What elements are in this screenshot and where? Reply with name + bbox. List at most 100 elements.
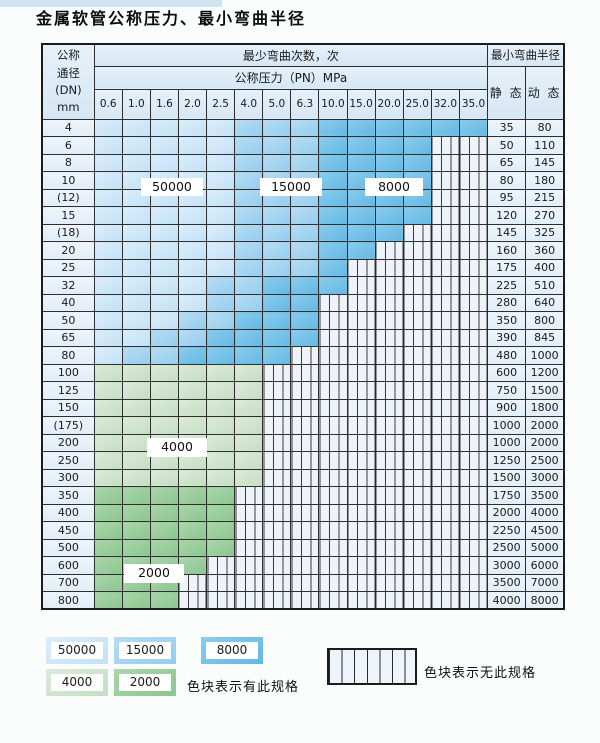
cell-(18)-0.6 xyxy=(93,223,123,242)
cell-6-4.0 xyxy=(234,136,264,155)
cell-15-6.3 xyxy=(290,206,320,225)
cell-300-0.6 xyxy=(93,468,123,487)
min-bend-radius-header: 最小弯曲半径 xyxy=(487,43,565,67)
cell-32-1.6 xyxy=(149,276,179,295)
cell-15-4.0 xyxy=(234,206,264,225)
cell-100-0.6 xyxy=(93,363,123,382)
cell-40-2.5 xyxy=(206,293,236,312)
cell-100-5.0 xyxy=(262,363,292,382)
cell-400-10.0 xyxy=(318,503,348,522)
cell-80-15.0 xyxy=(346,346,376,365)
dynamic-value-600: 6000 xyxy=(525,556,565,575)
row-dn-300: 300 1500 3000 xyxy=(41,468,565,487)
cell-25-1.0 xyxy=(121,258,151,277)
dn-label-20: 20 xyxy=(41,241,95,260)
cell-100-2.0 xyxy=(177,363,208,382)
cell-125-1.6 xyxy=(149,381,179,400)
cell-65-25.0 xyxy=(402,328,432,347)
min-bend-cycles-header: 最少弯曲次数，次 xyxy=(93,43,489,67)
cell-350-2.5 xyxy=(206,486,236,505)
cell-6-15.0 xyxy=(346,136,376,155)
row-dn-400: 400 2000 4000 xyxy=(41,503,565,522)
dynamic-value-700: 7000 xyxy=(525,573,565,592)
cell-300-2.0 xyxy=(177,468,208,487)
cell-50-35.0 xyxy=(458,311,489,330)
cell-250-0.6 xyxy=(93,451,123,470)
cell-150-2.5 xyxy=(206,398,236,417)
cell-400-15.0 xyxy=(346,503,376,522)
legend-value-2000: 2000 xyxy=(119,674,171,691)
row-dn-500: 500 2500 5000 xyxy=(41,538,565,557)
static-column-header: 静 态 xyxy=(487,65,527,120)
cell-300-5.0 xyxy=(262,468,292,487)
cell-400-5.0 xyxy=(262,503,292,522)
cell-500-35.0 xyxy=(458,538,489,557)
dn-label-50: 50 xyxy=(41,311,95,330)
cell-250-25.0 xyxy=(402,451,432,470)
cell-20-5.0 xyxy=(262,241,292,260)
cell-800-1.6 xyxy=(149,591,179,610)
cell-25-4.0 xyxy=(234,258,264,277)
cell-200-6.3 xyxy=(290,433,320,452)
cell-100-1.0 xyxy=(121,363,151,382)
cell-40-35.0 xyxy=(458,293,489,312)
dynamic-value-40: 640 xyxy=(525,293,565,312)
cell-(175)-32.0 xyxy=(430,416,460,435)
dn-label-6: 6 xyxy=(41,136,95,155)
cell-300-1.6 xyxy=(149,468,179,487)
dynamic-value-4: 80 xyxy=(525,118,565,137)
cell-25-32.0 xyxy=(430,258,460,277)
cell-15-10.0 xyxy=(318,206,348,225)
cell-800-0.6 xyxy=(93,591,123,610)
cell-(12)-0.6 xyxy=(93,188,123,207)
cell-(175)-2.5 xyxy=(206,416,236,435)
dynamic-value-450: 4500 xyxy=(525,521,565,540)
cell-700-6.3 xyxy=(290,573,320,592)
legend-swatch-2000: 2000 xyxy=(114,669,176,696)
cell-800-5.0 xyxy=(262,591,292,610)
cycles-label-8000: 8000 xyxy=(365,178,423,196)
row-dn-80: 80 480 1000 xyxy=(41,346,565,365)
cell-250-20.0 xyxy=(374,451,404,470)
cell-700-32.0 xyxy=(430,573,460,592)
cell-50-32.0 xyxy=(430,311,460,330)
cell-32-25.0 xyxy=(402,276,432,295)
static-value-(175): 1000 xyxy=(487,416,527,435)
static-value-(18): 145 xyxy=(487,223,527,242)
row-dn-50: 50 350 800 xyxy=(41,311,565,330)
cell-(18)-2.0 xyxy=(177,223,208,242)
cell-65-2.5 xyxy=(206,328,236,347)
cell-300-10.0 xyxy=(318,468,348,487)
dynamic-value-800: 8000 xyxy=(525,591,565,610)
static-value-15: 120 xyxy=(487,206,527,225)
cell-350-15.0 xyxy=(346,486,376,505)
cell-700-4.0 xyxy=(234,573,264,592)
cell-350-1.6 xyxy=(149,486,179,505)
cell-500-5.0 xyxy=(262,538,292,557)
cell-600-2.5 xyxy=(206,556,236,575)
cell-50-1.0 xyxy=(121,311,151,330)
cell-4-1.0 xyxy=(121,118,151,137)
cell-450-10.0 xyxy=(318,521,348,540)
row-dn-450: 450 2250 4500 xyxy=(41,521,565,540)
cell-800-4.0 xyxy=(234,591,264,610)
cell-(18)-35.0 xyxy=(458,223,489,242)
cell-125-20.0 xyxy=(374,381,404,400)
static-value-40: 280 xyxy=(487,293,527,312)
cell-32-1.0 xyxy=(121,276,151,295)
static-value-350: 1750 xyxy=(487,486,527,505)
cell-(175)-1.6 xyxy=(149,416,179,435)
cell-350-10.0 xyxy=(318,486,348,505)
dn-label-65: 65 xyxy=(41,328,95,347)
cell-450-0.6 xyxy=(93,521,123,540)
cell-15-1.0 xyxy=(121,206,151,225)
cell-65-6.3 xyxy=(290,328,320,347)
static-value-200: 1000 xyxy=(487,433,527,452)
row-dn-25: 25 175 400 xyxy=(41,258,565,277)
cell-(175)-20.0 xyxy=(374,416,404,435)
cell-6-25.0 xyxy=(402,136,432,155)
spec-table-wrapper: 公称 通径 (DN) mm 最少弯曲次数，次 最小弯曲半径 公称压力（PN）MP… xyxy=(41,43,565,610)
cell-600-20.0 xyxy=(374,556,404,575)
cell-500-25.0 xyxy=(402,538,432,557)
cell-300-1.0 xyxy=(121,468,151,487)
